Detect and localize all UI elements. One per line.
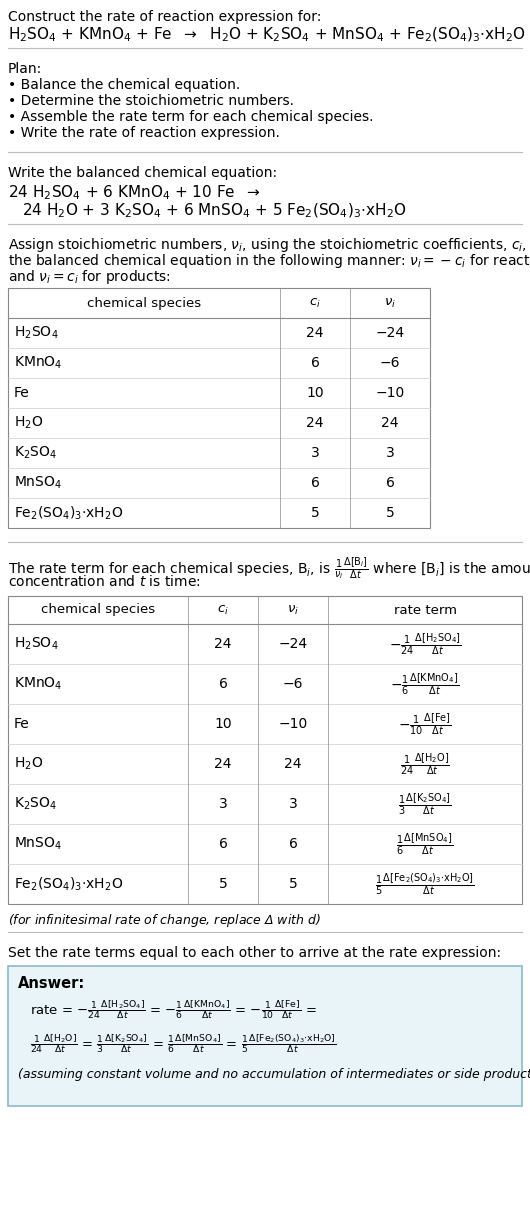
Text: Fe: Fe xyxy=(14,386,30,400)
Text: 24: 24 xyxy=(284,756,302,771)
Text: 10: 10 xyxy=(214,717,232,731)
Text: $-\frac{1}{6}\frac{\Delta[\mathrm{KMnO_4}]}{\Delta t}$: $-\frac{1}{6}\frac{\Delta[\mathrm{KMnO_4… xyxy=(391,671,460,697)
Text: 5: 5 xyxy=(311,506,320,520)
Text: Answer:: Answer: xyxy=(18,976,85,991)
Text: 10: 10 xyxy=(306,386,324,400)
Text: Fe: Fe xyxy=(14,717,30,731)
Text: $\frac{1}{24}\frac{\Delta[\mathrm{H_2O}]}{\Delta t}$ = $\frac{1}{3}\frac{\Delta[: $\frac{1}{24}\frac{\Delta[\mathrm{H_2O}]… xyxy=(30,1032,337,1055)
Text: 6: 6 xyxy=(385,476,394,490)
Text: $\frac{1}{3}\frac{\Delta[\mathrm{K_2SO_4}]}{\Delta t}$: $\frac{1}{3}\frac{\Delta[\mathrm{K_2SO_4… xyxy=(398,791,452,817)
Text: −6: −6 xyxy=(380,356,400,370)
Text: rate = $-\frac{1}{24}\frac{\Delta[\mathrm{H_2SO_4}]}{\Delta t}$ = $-\frac{1}{6}\: rate = $-\frac{1}{24}\frac{\Delta[\mathr… xyxy=(30,998,316,1021)
Text: the balanced chemical equation in the following manner: $\nu_i = -c_i$ for react: the balanced chemical equation in the fo… xyxy=(8,253,530,270)
Text: Fe$_2$(SO$_4$)$_3$·xH$_2$O: Fe$_2$(SO$_4$)$_3$·xH$_2$O xyxy=(14,875,123,893)
Text: −6: −6 xyxy=(282,678,303,691)
Text: 5: 5 xyxy=(289,877,297,891)
Text: $\frac{1}{5}\frac{\Delta[\mathrm{Fe_2(SO_4)_3{\cdot}xH_2O}]}{\Delta t}$: $\frac{1}{5}\frac{\Delta[\mathrm{Fe_2(SO… xyxy=(375,871,475,897)
FancyBboxPatch shape xyxy=(8,596,522,904)
Text: $-\frac{1}{24}\frac{\Delta[\mathrm{H_2SO_4}]}{\Delta t}$: $-\frac{1}{24}\frac{\Delta[\mathrm{H_2SO… xyxy=(389,631,461,657)
Text: 5: 5 xyxy=(218,877,227,891)
Text: 6: 6 xyxy=(218,678,227,691)
Text: KMnO$_4$: KMnO$_4$ xyxy=(14,355,63,371)
Text: 24: 24 xyxy=(214,637,232,650)
Text: 6: 6 xyxy=(218,837,227,851)
Text: 24 H$_2$SO$_4$ + 6 KMnO$_4$ + 10 Fe  $\rightarrow$: 24 H$_2$SO$_4$ + 6 KMnO$_4$ + 10 Fe $\ri… xyxy=(8,184,261,202)
Text: and $\nu_i = c_i$ for products:: and $\nu_i = c_i$ for products: xyxy=(8,269,171,286)
Text: (assuming constant volume and no accumulation of intermediates or side products): (assuming constant volume and no accumul… xyxy=(18,1068,530,1080)
Text: chemical species: chemical species xyxy=(87,297,201,309)
Text: −10: −10 xyxy=(278,717,307,731)
Text: Write the balanced chemical equation:: Write the balanced chemical equation: xyxy=(8,166,277,180)
Text: KMnO$_4$: KMnO$_4$ xyxy=(14,676,63,692)
Text: $\nu_i$: $\nu_i$ xyxy=(384,297,396,309)
Text: Construct the rate of reaction expression for:: Construct the rate of reaction expressio… xyxy=(8,10,321,23)
Text: $c_i$: $c_i$ xyxy=(217,604,229,616)
Text: Assign stoichiometric numbers, $\nu_i$, using the stoichiometric coefficients, $: Assign stoichiometric numbers, $\nu_i$, … xyxy=(8,237,530,254)
FancyBboxPatch shape xyxy=(8,288,430,529)
Text: • Write the rate of reaction expression.: • Write the rate of reaction expression. xyxy=(8,126,280,140)
Text: • Determine the stoichiometric numbers.: • Determine the stoichiometric numbers. xyxy=(8,94,294,108)
Text: chemical species: chemical species xyxy=(41,604,155,616)
Text: 3: 3 xyxy=(218,797,227,811)
Text: 5: 5 xyxy=(386,506,394,520)
Text: 24: 24 xyxy=(381,416,399,430)
Text: 3: 3 xyxy=(311,446,320,460)
Text: H$_2$SO$_4$: H$_2$SO$_4$ xyxy=(14,636,59,652)
Text: $\nu_i$: $\nu_i$ xyxy=(287,604,299,616)
Text: Set the rate terms equal to each other to arrive at the rate expression:: Set the rate terms equal to each other t… xyxy=(8,946,501,960)
Text: 24: 24 xyxy=(306,326,324,340)
Text: H$_2$SO$_4$: H$_2$SO$_4$ xyxy=(14,325,59,341)
Text: Fe$_2$(SO$_4$)$_3$·xH$_2$O: Fe$_2$(SO$_4$)$_3$·xH$_2$O xyxy=(14,504,123,521)
Text: 24 H$_2$O + 3 K$_2$SO$_4$ + 6 MnSO$_4$ + 5 Fe$_2$(SO$_4$)$_3$$\cdot$xH$_2$O: 24 H$_2$O + 3 K$_2$SO$_4$ + 6 MnSO$_4$ +… xyxy=(22,202,407,221)
Text: K$_2$SO$_4$: K$_2$SO$_4$ xyxy=(14,445,57,461)
Text: rate term: rate term xyxy=(393,604,456,616)
Text: −10: −10 xyxy=(375,386,404,400)
Text: 3: 3 xyxy=(386,446,394,460)
Text: 6: 6 xyxy=(311,476,320,490)
Text: −24: −24 xyxy=(375,326,404,340)
Text: MnSO$_4$: MnSO$_4$ xyxy=(14,474,62,492)
Text: The rate term for each chemical species, B$_i$, is $\frac{1}{\nu_i}\frac{\Delta[: The rate term for each chemical species,… xyxy=(8,556,530,582)
Text: 24: 24 xyxy=(306,416,324,430)
Text: H$_2$SO$_4$ + KMnO$_4$ + Fe  $\rightarrow$  H$_2$O + K$_2$SO$_4$ + MnSO$_4$ + Fe: H$_2$SO$_4$ + KMnO$_4$ + Fe $\rightarrow… xyxy=(8,26,526,44)
Text: $c_i$: $c_i$ xyxy=(309,297,321,309)
Text: K$_2$SO$_4$: K$_2$SO$_4$ xyxy=(14,796,57,812)
Text: • Assemble the rate term for each chemical species.: • Assemble the rate term for each chemic… xyxy=(8,110,374,124)
Text: $\frac{1}{24}\frac{\Delta[\mathrm{H_2O}]}{\Delta t}$: $\frac{1}{24}\frac{\Delta[\mathrm{H_2O}]… xyxy=(400,752,450,777)
Text: MnSO$_4$: MnSO$_4$ xyxy=(14,835,62,853)
Text: (for infinitesimal rate of change, replace Δ with $d$): (for infinitesimal rate of change, repla… xyxy=(8,912,321,929)
Text: 3: 3 xyxy=(289,797,297,811)
FancyBboxPatch shape xyxy=(8,966,522,1106)
Text: • Balance the chemical equation.: • Balance the chemical equation. xyxy=(8,78,240,92)
Text: $-\frac{1}{10}\frac{\Delta[\mathrm{Fe}]}{\Delta t}$: $-\frac{1}{10}\frac{\Delta[\mathrm{Fe}]}… xyxy=(398,711,452,737)
Text: H$_2$O: H$_2$O xyxy=(14,755,43,772)
Text: 6: 6 xyxy=(311,356,320,370)
Text: −24: −24 xyxy=(278,637,307,650)
Text: Plan:: Plan: xyxy=(8,62,42,76)
Text: 6: 6 xyxy=(288,837,297,851)
Text: 24: 24 xyxy=(214,756,232,771)
Text: $\frac{1}{6}\frac{\Delta[\mathrm{MnSO_4}]}{\Delta t}$: $\frac{1}{6}\frac{\Delta[\mathrm{MnSO_4}… xyxy=(396,832,454,857)
Text: concentration and $t$ is time:: concentration and $t$ is time: xyxy=(8,574,201,589)
Text: H$_2$O: H$_2$O xyxy=(14,415,43,431)
